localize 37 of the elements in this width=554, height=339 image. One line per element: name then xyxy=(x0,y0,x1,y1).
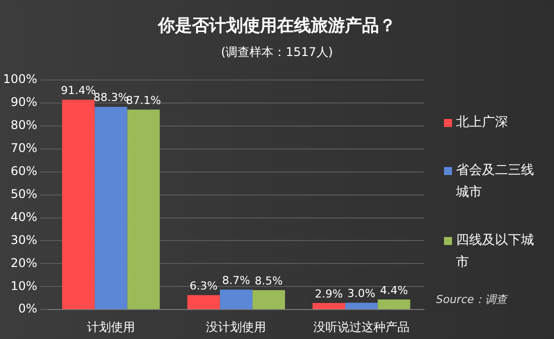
data-label: 4.4% xyxy=(380,284,408,297)
bar xyxy=(252,290,285,310)
data-label: 91.4% xyxy=(60,84,96,98)
legend-label: 北上广深 xyxy=(456,114,509,132)
y-tick-label: 10% xyxy=(10,278,38,293)
y-tick-label: 60% xyxy=(10,164,38,178)
bar xyxy=(62,100,95,310)
y-tick-label: 80% xyxy=(10,118,38,132)
source-note: Source：调查 xyxy=(436,292,508,307)
bar xyxy=(187,295,220,310)
y-tick-label: 20% xyxy=(10,256,38,270)
y-tick-label: 100% xyxy=(2,72,38,86)
x-tick-label: 没听说过这种产品 xyxy=(313,320,410,334)
bar xyxy=(127,110,160,310)
y-tick-label: 0% xyxy=(18,302,38,316)
bar xyxy=(312,302,346,310)
data-label: 87.1% xyxy=(126,94,161,107)
bar xyxy=(378,300,410,310)
bar xyxy=(220,290,252,310)
legend-label: 省会及二三线城市 xyxy=(456,162,535,202)
y-tick-label: 70% xyxy=(10,141,38,156)
x-tick-label: 计划使用 xyxy=(86,320,135,334)
bar xyxy=(345,302,378,310)
data-label: 8.5% xyxy=(254,274,283,288)
chart-subtitle: (调查样本：1517人) xyxy=(220,44,334,61)
bar xyxy=(94,106,128,310)
x-tick-label: 没计划使用 xyxy=(206,320,266,334)
chart-title: 你是否计划使用在线旅游产品？ xyxy=(156,15,397,37)
data-label: 6.3% xyxy=(190,279,218,292)
y-tick-label: 30% xyxy=(10,232,38,247)
y-tick-label: 40% xyxy=(10,210,38,224)
data-label: 3.0% xyxy=(347,287,376,300)
data-label: 8.7% xyxy=(222,274,250,287)
data-label: 2.9% xyxy=(314,287,343,300)
y-tick-label: 50% xyxy=(10,186,38,201)
y-tick-label: 90% xyxy=(10,95,38,110)
legend-label: 四线及以下城市 xyxy=(456,232,535,272)
